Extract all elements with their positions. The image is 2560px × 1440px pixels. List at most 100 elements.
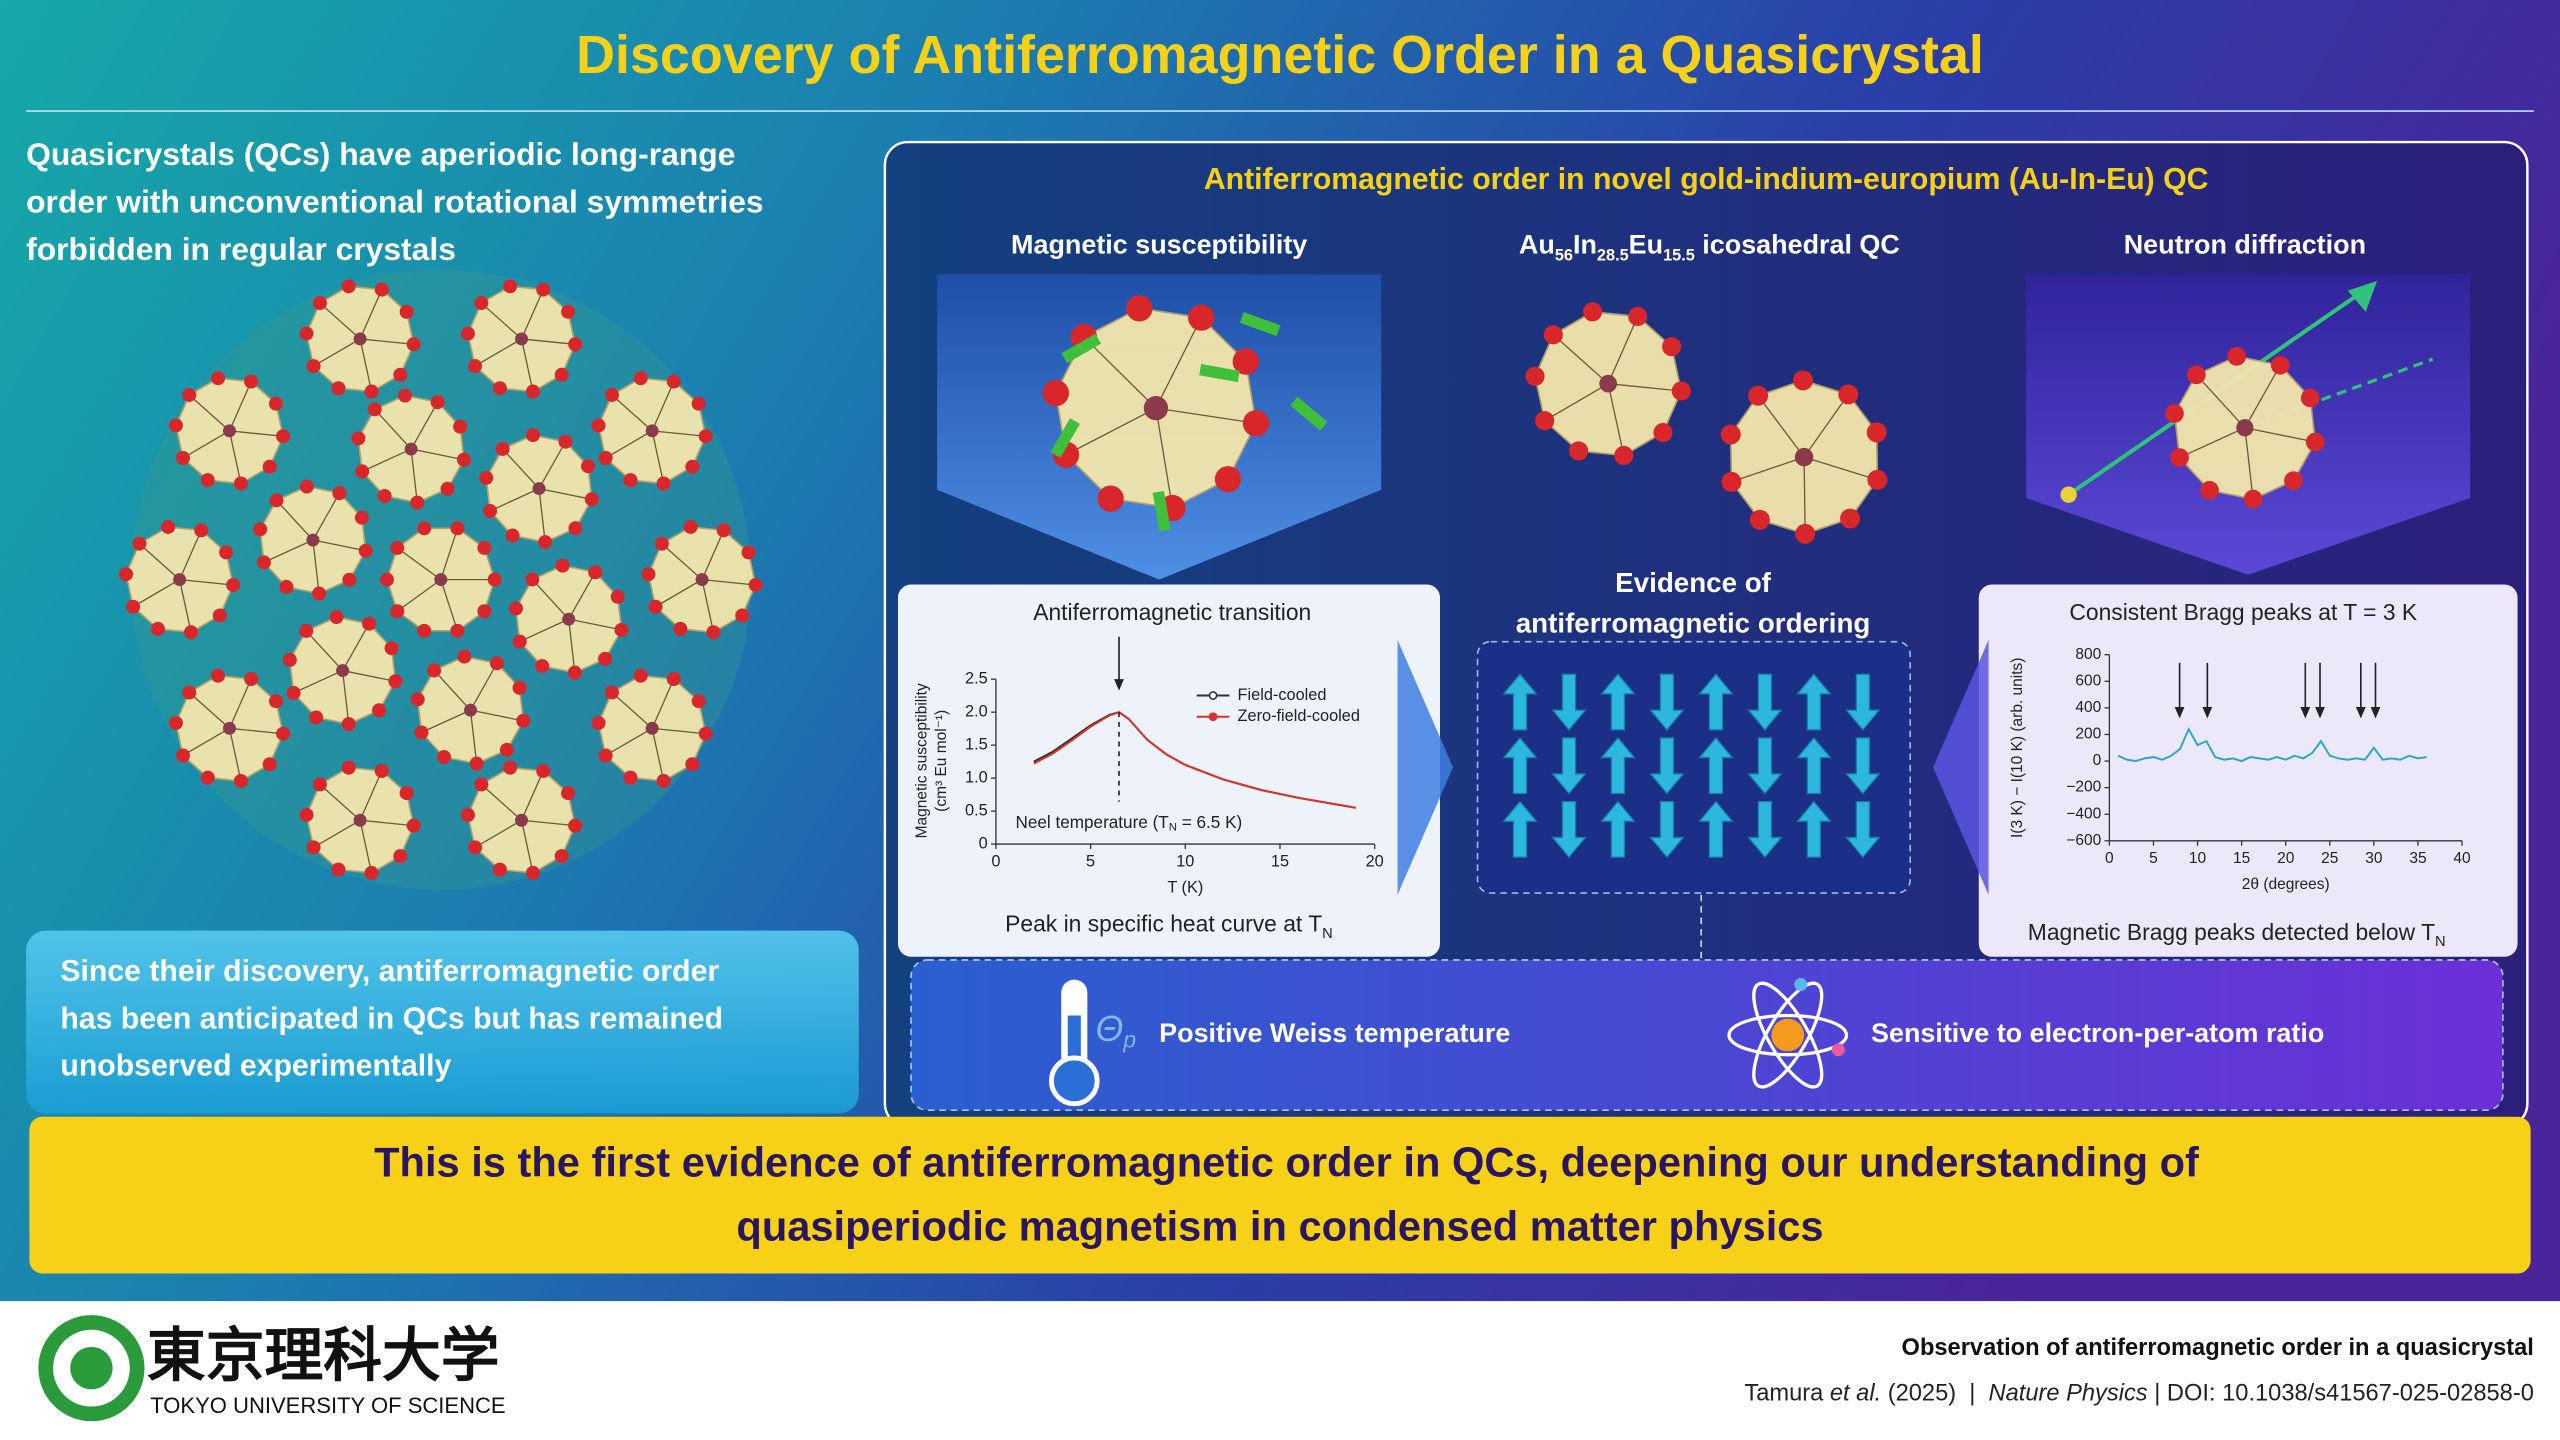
cluster-edge — [359, 820, 373, 874]
atom — [353, 332, 367, 346]
atom — [126, 599, 141, 614]
atom — [477, 540, 492, 555]
cluster-edge — [440, 579, 459, 632]
cluster-edge — [1607, 383, 1625, 456]
spin — [1152, 490, 1171, 532]
cluster-edge — [520, 820, 534, 874]
spin-arrow — [1698, 673, 1734, 731]
cluster-edge — [611, 394, 653, 432]
feature-label: Sensitive to electron-per-atom ratio — [1871, 1018, 2324, 1048]
peak-arrowhead — [2370, 706, 2381, 719]
caption-text: Peak in specific heat curve at T — [1005, 911, 1322, 937]
atom — [299, 807, 314, 822]
atom — [161, 519, 176, 534]
atom — [515, 813, 529, 827]
atom — [299, 326, 314, 341]
cluster-edge — [305, 630, 344, 672]
spin-arrow — [1796, 673, 1832, 731]
atom — [276, 429, 291, 444]
atom — [505, 528, 520, 543]
cluster-edge — [520, 770, 544, 821]
atom — [584, 492, 599, 507]
cluster-edge — [312, 539, 320, 594]
x-axis-label: 2θ (degrees) — [2242, 876, 2330, 893]
atom — [1535, 411, 1555, 431]
atom — [1795, 523, 1816, 544]
callout-line: unobserved experimentally — [60, 1050, 451, 1083]
atom — [2300, 388, 2320, 408]
cluster-edge — [521, 338, 576, 345]
atom — [390, 604, 405, 619]
spin-arrow — [1649, 737, 1685, 795]
atom — [341, 760, 356, 775]
atom — [648, 599, 663, 614]
cluster-edge — [319, 302, 361, 340]
atom — [567, 665, 582, 680]
atom — [645, 424, 659, 438]
cluster-edge — [1065, 407, 1157, 456]
atom — [489, 656, 505, 671]
atom — [410, 495, 425, 510]
cluster-edge — [2244, 427, 2254, 500]
cluster-edge — [652, 727, 706, 735]
cluster-edge — [502, 448, 540, 490]
formula: 56 — [1555, 247, 1573, 265]
atom — [623, 770, 638, 785]
spin-arrow — [1600, 736, 1636, 795]
atom — [182, 685, 197, 700]
atom — [568, 337, 583, 352]
atom — [434, 573, 448, 587]
callout-line: has been anticipated in QCs but has rema… — [60, 1002, 723, 1035]
atom — [2186, 365, 2206, 385]
atom — [716, 523, 731, 538]
atom — [223, 721, 236, 735]
atom — [440, 481, 455, 496]
logo-core — [70, 1346, 113, 1390]
spin-arrow — [1551, 800, 1587, 859]
citation-part: et al. — [1830, 1381, 1881, 1407]
spin-arrow — [1649, 673, 1685, 731]
annotation-arrowhead — [1114, 679, 1124, 691]
caption-text: Magnetic Bragg peaks detected below T — [2028, 919, 2435, 945]
marker-text: = 6.5 K) — [1177, 811, 1242, 831]
atom — [168, 715, 183, 730]
atom — [2227, 347, 2247, 366]
electron — [1831, 1043, 1845, 1057]
atom — [299, 479, 314, 494]
y-tick-label: 2.5 — [965, 669, 988, 687]
atom — [2243, 489, 2263, 509]
atom — [2284, 471, 2303, 491]
cluster-edge — [319, 783, 361, 821]
x-tick-label: 5 — [2149, 850, 2158, 867]
legend-marker — [1208, 691, 1218, 700]
peak-arrowhead — [2202, 706, 2213, 719]
atom — [562, 612, 576, 626]
atom — [610, 589, 625, 604]
cluster-edge — [421, 709, 471, 734]
spin-arrow — [1747, 800, 1783, 859]
cluster-edge — [374, 408, 412, 450]
atom — [1749, 509, 1770, 530]
atom — [654, 536, 669, 551]
cluster-edge — [701, 579, 715, 633]
atom — [414, 725, 429, 740]
cluster-edge — [313, 338, 361, 367]
atom — [355, 464, 370, 479]
atom — [1214, 466, 1242, 493]
cluster-edge — [341, 670, 350, 725]
atom — [666, 374, 681, 389]
atom — [364, 865, 379, 880]
peak-arrowhead — [2300, 706, 2311, 719]
cluster-edge — [342, 623, 370, 671]
atom — [437, 750, 452, 765]
atom — [233, 476, 248, 491]
x-tick-label: 20 — [2277, 850, 2295, 867]
callout: Since their discovery, antiferromagnetic… — [60, 955, 723, 1083]
callout-box — [26, 930, 859, 1114]
legend-label: Zero-field-cooled — [1238, 707, 1360, 725]
cluster-edge — [359, 289, 383, 340]
cluster-edge — [521, 819, 576, 827]
atom — [279, 579, 294, 594]
atom — [384, 641, 399, 656]
y-tick-label: 1.0 — [965, 768, 988, 786]
